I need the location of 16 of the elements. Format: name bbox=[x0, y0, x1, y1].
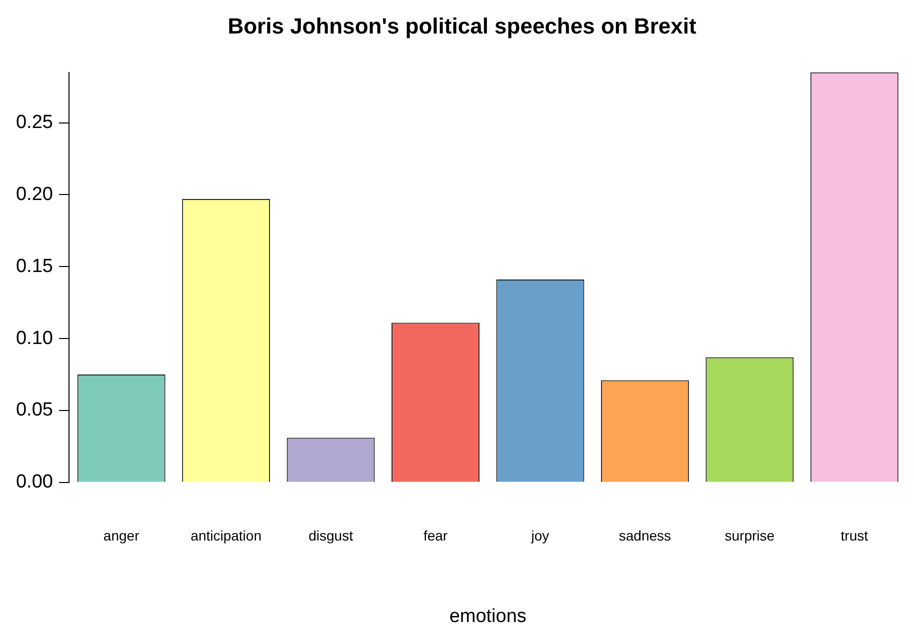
y-tick-label: 0.00 bbox=[16, 472, 53, 493]
y-tick-label: 0.25 bbox=[16, 112, 53, 133]
x-tick-label: sadness bbox=[618, 528, 672, 544]
y-tick-label: 0.15 bbox=[16, 256, 53, 277]
y-tick-label: 0.05 bbox=[16, 400, 53, 421]
x-tick-label: surprise bbox=[724, 528, 775, 544]
x-tick-label: trust bbox=[840, 528, 868, 544]
x-tick-label: anger bbox=[103, 528, 140, 544]
x-axis-title: emotions bbox=[449, 606, 526, 627]
x-tick-label: joy bbox=[530, 528, 550, 544]
x-tick-label: disgust bbox=[308, 528, 354, 544]
chart-title: Boris Johnson's political speeches on Brexit bbox=[228, 13, 697, 38]
y-tick-label: 0.10 bbox=[16, 328, 53, 349]
y-tick-label: 0.20 bbox=[16, 184, 53, 205]
x-tick-label: anticipation bbox=[190, 528, 262, 544]
x-tick-label: fear bbox=[423, 528, 448, 544]
